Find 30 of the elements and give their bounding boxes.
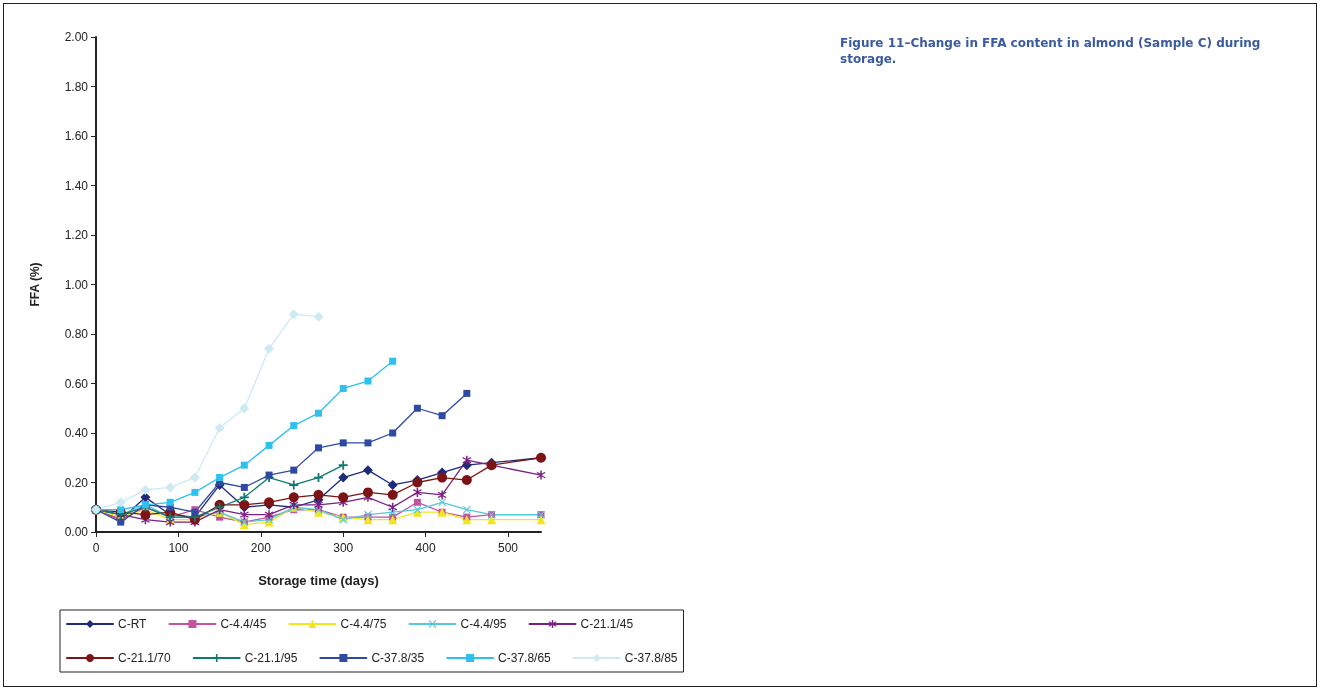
y-tick-label: 1.60 [64, 129, 89, 143]
x-tick-label: 500 [498, 541, 519, 555]
x-tick-label: 400 [415, 541, 436, 555]
y-tick-label: 1.00 [64, 277, 89, 292]
x-tick-label: 200 [250, 541, 272, 555]
x-tick-label: 0 [92, 541, 100, 555]
y-tick-label: 1.80 [64, 79, 89, 94]
legend-label: C-37.8/35 [371, 651, 425, 665]
y-tick-label: 0.20 [64, 475, 89, 490]
y-tick-label: 0.00 [64, 525, 89, 539]
text: Figure 11–Change in FFA content in almond (Sample C) during storage. [840, 36, 1265, 66]
legend-label: C-37.8/85 [624, 651, 678, 665]
y-tick-label: 0.60 [64, 376, 89, 391]
legend-label: C-RT [118, 617, 148, 631]
legend-label: C-4.4/95 [460, 617, 507, 631]
legend-label: C-21.1/45 [580, 617, 634, 631]
legend-label: C-4.4/75 [340, 617, 387, 631]
y-axis-title: FFA (%) [28, 262, 42, 307]
legend-label: C-21.1/95 [244, 651, 298, 665]
legend-label: C-4.4/45 [220, 617, 267, 631]
y-tick-label: 2.00 [64, 30, 89, 44]
x-tick-label: 100 [168, 541, 189, 555]
legend-label: C-37.8/65 [498, 651, 552, 665]
y-tick-label: 0.80 [64, 327, 89, 341]
y-tick-label: 0.40 [64, 426, 89, 440]
x-axis-title: Storage time (days) [258, 573, 379, 588]
y-tick-label: 1.20 [64, 228, 89, 242]
x-tick-label: 300 [333, 541, 354, 555]
y-tick-label: 1.40 [64, 178, 89, 193]
legend-label: C-21.1/70 [118, 651, 172, 665]
